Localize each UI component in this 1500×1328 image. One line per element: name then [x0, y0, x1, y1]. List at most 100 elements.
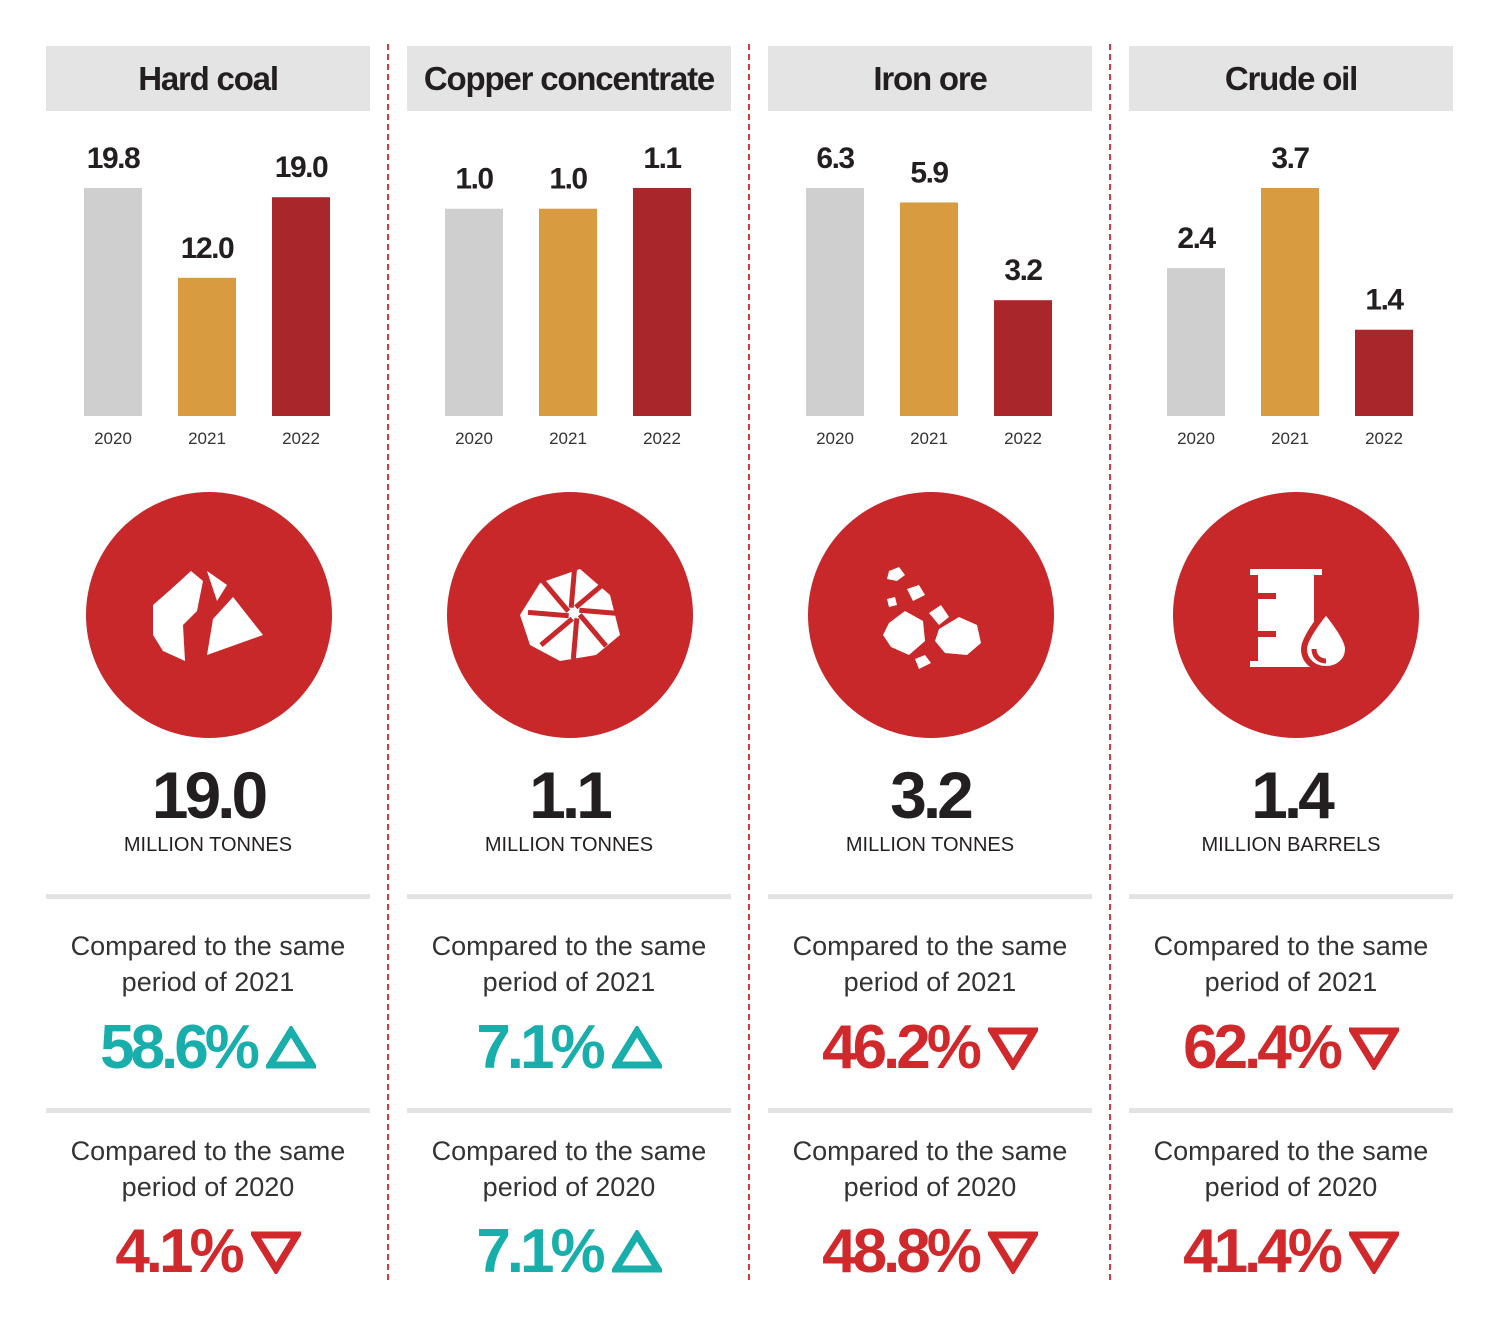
icon-circle — [808, 492, 1054, 738]
bar-chart: 6.3 2020 5.9 2021 3.2 2022 — [806, 142, 1052, 448]
commodity-column: Crude oil 2.4 2020 3.7 2021 1.4 2022 1.4 MILLION… — [1129, 0, 1453, 1328]
bar-chart: 2.4 2020 3.7 2021 1.4 2022 — [1167, 142, 1413, 448]
year-tick-label: 2021 — [549, 429, 587, 448]
comparison-label: Compared to the same period of 2020 — [431, 1136, 707, 1202]
change-percent: 41.4% — [1183, 1217, 1343, 1286]
year-tick-label: 2022 — [1004, 429, 1042, 448]
oil-barrel-icon — [1250, 569, 1352, 673]
bar-2020 — [84, 188, 142, 416]
headline-value: 1.4 — [1251, 758, 1335, 832]
change-percent: 62.4% — [1183, 1013, 1343, 1082]
bar-2021 — [1261, 188, 1319, 416]
change-percent: 7.1% — [476, 1217, 605, 1286]
bar-value-label: 19.8 — [87, 142, 140, 175]
comparison-label: Compared to the same period of 2020 — [1153, 1136, 1429, 1202]
icon-circle — [86, 492, 332, 738]
bar-value-label: 3.7 — [1271, 142, 1309, 175]
icon-circle — [1173, 492, 1419, 738]
headline-value: 1.1 — [529, 758, 613, 832]
bar-value-label: 1.0 — [549, 163, 587, 196]
comparison-label: Compared to the same period of 2021 — [431, 931, 707, 997]
change-value: 58.6% — [46, 1010, 370, 1086]
bar-2020 — [445, 208, 503, 416]
bar-2021 — [539, 208, 597, 416]
comparison-label: Compared to the same period of 2021 — [1153, 931, 1429, 997]
coal-icon — [153, 571, 263, 661]
year-tick-label: 2022 — [643, 429, 681, 448]
change-value: 41.4% — [1129, 1214, 1453, 1290]
unit-label: MILLION BARRELS — [1201, 834, 1381, 856]
copper-concentrate-icon — [520, 566, 621, 661]
bar-value-label: 1.0 — [455, 163, 493, 196]
change-percent: 4.1% — [115, 1217, 244, 1286]
triangle-up-icon — [611, 1026, 662, 1069]
unit-label: MILLION TONNES — [845, 834, 1015, 856]
change-percent: 46.2% — [822, 1013, 982, 1082]
year-tick-label: 2021 — [910, 429, 948, 448]
commodity-column: Iron ore 6.3 2020 5.9 2021 3.2 2022 3.2 MILLION … — [768, 0, 1092, 1328]
column-separator — [1109, 44, 1111, 1280]
comparison-label: Compared to the same period of 2021 — [70, 931, 346, 997]
column-separator — [748, 44, 750, 1280]
divider-rule — [1129, 894, 1453, 899]
comparison-label: Compared to the same period of 2020 — [792, 1136, 1068, 1202]
change-percent: 58.6% — [100, 1013, 260, 1082]
year-tick-label: 2021 — [1271, 429, 1309, 448]
column-separator — [387, 44, 389, 1280]
bar-value-label: 19.0 — [275, 151, 328, 184]
bar-2021 — [900, 202, 958, 416]
triangle-down-icon — [1348, 1027, 1399, 1070]
commodity-column: Hard coal 19.8 2020 12.0 2021 19.0 2022 19.0 MIL… — [46, 0, 370, 1328]
icon-circle — [447, 492, 693, 738]
divider-rule — [46, 894, 370, 899]
bar-chart: 1.0 2020 1.0 2021 1.1 2022 — [445, 142, 691, 448]
bar-2021 — [178, 277, 236, 416]
bar-chart: 19.8 2020 12.0 2021 19.0 2022 — [84, 142, 330, 448]
headline-value: 3.2 — [890, 758, 974, 832]
bar-2020 — [806, 188, 864, 416]
change-value: 4.1% — [46, 1214, 370, 1290]
iron-ore-icon — [883, 567, 981, 669]
year-tick-label: 2022 — [1365, 429, 1403, 448]
commodity-title: Iron ore — [768, 46, 1092, 111]
triangle-down-icon — [1348, 1231, 1399, 1274]
comparison-label: Compared to the same period of 2020 — [70, 1136, 346, 1202]
year-tick-label: 2020 — [816, 429, 854, 448]
triangle-up-icon — [265, 1026, 316, 1069]
bar-value-label: 6.3 — [816, 142, 854, 175]
commodity-title: Crude oil — [1129, 46, 1453, 111]
triangle-up-icon — [611, 1230, 662, 1273]
bar-2020 — [1167, 268, 1225, 416]
unit-label: MILLION TONNES — [123, 834, 293, 856]
bar-value-label: 12.0 — [181, 232, 234, 265]
headline-value: 19.0 — [151, 758, 268, 832]
divider-rule — [768, 894, 1092, 899]
change-value: 46.2% — [768, 1010, 1092, 1086]
change-value: 7.1% — [407, 1010, 731, 1086]
triangle-down-icon — [987, 1231, 1038, 1274]
divider-rule — [768, 1108, 1092, 1113]
year-tick-label: 2020 — [1177, 429, 1215, 448]
year-tick-label: 2021 — [188, 429, 226, 448]
bar-value-label: 1.4 — [1365, 284, 1404, 317]
bar-value-label: 3.2 — [1004, 254, 1042, 287]
comparison-label: Compared to the same period of 2021 — [792, 931, 1068, 997]
year-tick-label: 2022 — [282, 429, 320, 448]
bar-2022 — [994, 300, 1052, 416]
bar-value-label: 1.1 — [643, 142, 681, 175]
divider-rule — [407, 894, 731, 899]
bar-value-label: 2.4 — [1177, 222, 1216, 255]
triangle-down-icon — [987, 1027, 1038, 1070]
unit-label: MILLION TONNES — [484, 834, 654, 856]
change-value: 48.8% — [768, 1214, 1092, 1290]
change-percent: 48.8% — [822, 1217, 982, 1286]
bar-2022 — [1355, 329, 1413, 416]
change-percent: 7.1% — [476, 1013, 605, 1082]
triangle-down-icon — [250, 1231, 301, 1274]
bar-2022 — [633, 188, 691, 416]
change-value: 7.1% — [407, 1214, 731, 1290]
divider-rule — [1129, 1108, 1453, 1113]
change-value: 62.4% — [1129, 1010, 1453, 1086]
year-tick-label: 2020 — [455, 429, 493, 448]
bar-2022 — [272, 197, 330, 416]
